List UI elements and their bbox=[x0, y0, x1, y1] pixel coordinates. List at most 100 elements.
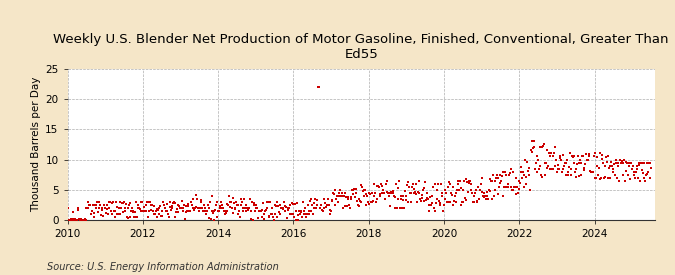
Point bbox=[261, 200, 272, 204]
Point bbox=[608, 169, 618, 174]
Point bbox=[119, 199, 130, 204]
Point bbox=[499, 185, 510, 189]
Point bbox=[608, 166, 619, 171]
Point bbox=[457, 200, 468, 204]
Point bbox=[558, 166, 568, 171]
Point bbox=[444, 199, 455, 204]
Point bbox=[507, 188, 518, 192]
Point bbox=[152, 207, 163, 212]
Point bbox=[535, 172, 546, 177]
Point bbox=[546, 166, 557, 171]
Point bbox=[473, 197, 484, 201]
Point bbox=[580, 161, 591, 166]
Point bbox=[519, 173, 530, 177]
Point bbox=[631, 163, 642, 168]
Point bbox=[472, 200, 483, 204]
Point bbox=[393, 197, 404, 201]
Point bbox=[493, 175, 504, 180]
Point bbox=[157, 209, 167, 213]
Point bbox=[486, 178, 497, 183]
Point bbox=[136, 200, 147, 204]
Point bbox=[140, 203, 151, 207]
Point bbox=[353, 203, 364, 208]
Point bbox=[358, 194, 369, 198]
Point bbox=[86, 209, 97, 213]
Point bbox=[396, 194, 406, 198]
Point bbox=[270, 212, 281, 216]
Point bbox=[543, 163, 554, 168]
Point bbox=[367, 199, 378, 204]
Point bbox=[184, 209, 195, 213]
Point bbox=[303, 212, 314, 216]
Point bbox=[161, 202, 172, 206]
Point bbox=[381, 182, 392, 186]
Point bbox=[159, 206, 170, 210]
Point bbox=[95, 213, 106, 218]
Point bbox=[571, 175, 582, 179]
Point bbox=[322, 203, 333, 207]
Point bbox=[387, 191, 398, 195]
Point bbox=[278, 207, 289, 211]
Point bbox=[78, 218, 88, 222]
Point bbox=[96, 208, 107, 212]
Point bbox=[511, 192, 522, 197]
Point bbox=[310, 206, 321, 210]
Point bbox=[362, 194, 373, 198]
Point bbox=[276, 205, 287, 210]
Point bbox=[304, 209, 315, 213]
Point bbox=[134, 205, 144, 210]
Point bbox=[262, 206, 273, 210]
Point bbox=[584, 154, 595, 159]
Point bbox=[517, 175, 528, 180]
Point bbox=[263, 200, 273, 204]
Point bbox=[515, 164, 526, 169]
Point bbox=[350, 187, 361, 192]
Point bbox=[593, 173, 603, 177]
Point bbox=[389, 206, 400, 210]
Point bbox=[204, 206, 215, 210]
Point bbox=[641, 172, 652, 176]
Point bbox=[622, 172, 633, 177]
Point bbox=[372, 184, 383, 188]
Point bbox=[254, 209, 265, 214]
Point bbox=[373, 185, 384, 189]
Point bbox=[90, 203, 101, 207]
Point bbox=[260, 209, 271, 213]
Point bbox=[265, 212, 276, 216]
Point bbox=[421, 198, 431, 202]
Point bbox=[587, 169, 598, 174]
Point bbox=[208, 211, 219, 215]
Point bbox=[302, 203, 313, 207]
Point bbox=[228, 196, 239, 200]
Point bbox=[446, 191, 456, 195]
Point bbox=[471, 199, 482, 204]
Point bbox=[191, 192, 202, 197]
Point bbox=[639, 175, 649, 180]
Point bbox=[344, 203, 354, 207]
Point bbox=[261, 208, 271, 212]
Point bbox=[565, 167, 576, 172]
Point bbox=[354, 197, 364, 201]
Point bbox=[590, 176, 601, 180]
Point bbox=[126, 206, 137, 210]
Point bbox=[202, 203, 213, 207]
Point bbox=[315, 206, 325, 210]
Point bbox=[185, 200, 196, 204]
Point bbox=[543, 151, 554, 156]
Point bbox=[508, 188, 518, 192]
Point bbox=[296, 209, 306, 213]
Point bbox=[163, 212, 173, 216]
Point bbox=[348, 188, 358, 192]
Point bbox=[506, 166, 516, 171]
Point bbox=[365, 200, 376, 204]
Point bbox=[199, 203, 210, 207]
Point bbox=[314, 85, 325, 89]
Point bbox=[346, 188, 357, 192]
Point bbox=[567, 154, 578, 159]
Point bbox=[426, 201, 437, 206]
Point bbox=[281, 216, 292, 220]
Point bbox=[463, 178, 474, 183]
Point bbox=[642, 160, 653, 165]
Point bbox=[369, 194, 379, 198]
Point bbox=[373, 184, 383, 188]
